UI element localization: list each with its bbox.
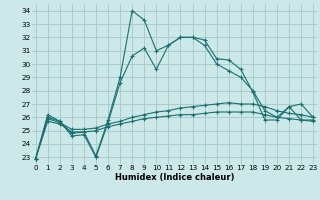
- X-axis label: Humidex (Indice chaleur): Humidex (Indice chaleur): [115, 173, 234, 182]
